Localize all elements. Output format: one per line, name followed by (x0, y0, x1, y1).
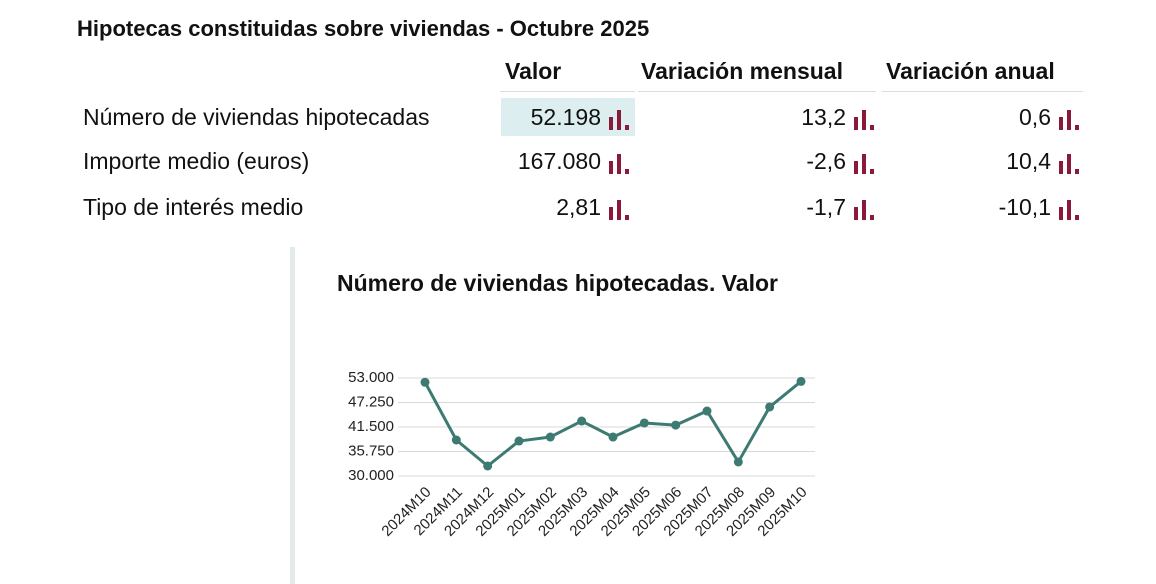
row-label: Importe medio (euros) (83, 148, 310, 174)
icon-bar (870, 214, 874, 220)
row-label: Número de viviendas hipotecadas (83, 104, 430, 130)
chart-icon[interactable] (1057, 198, 1083, 220)
data-point (765, 402, 775, 412)
page-title: Hipotecas constituidas sobre viviendas -… (77, 16, 650, 41)
header-underline (638, 91, 876, 92)
icon-bar (609, 160, 613, 174)
value-cell: 167.080 (518, 147, 633, 175)
data-point (702, 406, 712, 416)
data-point (733, 457, 743, 467)
value-cell: -2,6 (806, 147, 878, 175)
y-tick-label: 47.250 (348, 393, 394, 410)
chart-icon[interactable] (1057, 152, 1083, 174)
data-point (545, 432, 555, 442)
icon-bar (1059, 206, 1063, 220)
cell-value: -1,7 (806, 194, 846, 220)
icon-bar (854, 116, 858, 130)
panel-border (290, 247, 295, 584)
chart-icon[interactable] (852, 198, 878, 220)
data-point (796, 376, 806, 386)
value-cell: 0,6 (1019, 103, 1083, 131)
header-underline (882, 91, 1083, 92)
icon-bar (870, 124, 874, 130)
cell-value: 2,81 (556, 194, 601, 220)
chart-icon[interactable] (1057, 108, 1083, 130)
icon-bar (854, 206, 858, 220)
data-line (423, 380, 802, 468)
icon-bar (862, 109, 866, 130)
y-tick-label: 35.750 (348, 442, 394, 459)
value-cell: 52.198 (531, 103, 633, 131)
icon-bar (609, 116, 613, 130)
value-cell: 10,4 (1006, 147, 1083, 175)
header-underline (500, 91, 635, 92)
cell-value: -2,6 (806, 148, 846, 174)
data-point (639, 418, 649, 428)
data-point (608, 432, 618, 442)
icon-bar (617, 109, 621, 130)
cell-value: 13,2 (801, 104, 846, 130)
y-tick-label: 30.000 (348, 467, 394, 484)
chart-icon[interactable] (607, 152, 633, 174)
value-cell: 13,2 (801, 103, 878, 131)
column-header: Valor (505, 58, 562, 84)
icon-bar (625, 168, 629, 174)
icon-bar (617, 199, 621, 220)
icon-bar (1059, 160, 1063, 174)
value-cell: 2,81 (556, 193, 633, 221)
icon-bar (617, 153, 621, 174)
icon-bar (862, 153, 866, 174)
data-point (514, 436, 524, 446)
icon-bar (1067, 109, 1071, 130)
icon-bar (625, 214, 629, 220)
cell-value: 10,4 (1006, 148, 1051, 174)
icon-bar (870, 168, 874, 174)
cell-value: 0,6 (1019, 104, 1051, 130)
icon-bar (1067, 199, 1071, 220)
cell-value: 52.198 (530, 104, 601, 130)
value-cell: -10,1 (999, 193, 1083, 221)
icon-bar (1059, 116, 1063, 130)
icon-bar (1075, 124, 1079, 130)
data-point (451, 435, 461, 445)
value-cell: -1,7 (806, 193, 878, 221)
icon-bar (862, 199, 866, 220)
icon-bar (1075, 168, 1079, 174)
y-tick-label: 41.500 (348, 418, 394, 435)
data-point (420, 377, 430, 387)
icon-bar (854, 160, 858, 174)
column-header: Variación anual (886, 58, 1055, 84)
cell-value: 167.080 (517, 148, 601, 174)
chart-icon[interactable] (607, 198, 633, 220)
chart-icon[interactable] (607, 108, 633, 130)
chart-icon[interactable] (852, 108, 878, 130)
row-label: Tipo de interés medio (83, 194, 304, 220)
icon-bar (1075, 214, 1079, 220)
cell-value: -10,1 (998, 194, 1051, 220)
chart-title: Número de viviendas hipotecadas. Valor (337, 270, 778, 296)
icon-bar (1067, 153, 1071, 174)
icon-bar (609, 206, 613, 220)
y-tick-label: 53.000 (348, 369, 394, 386)
icon-bar (625, 124, 629, 130)
data-point (577, 416, 587, 426)
data-point (483, 461, 493, 471)
column-header: Variación mensual (641, 58, 843, 84)
data-point (671, 420, 681, 430)
chart-icon[interactable] (852, 152, 878, 174)
